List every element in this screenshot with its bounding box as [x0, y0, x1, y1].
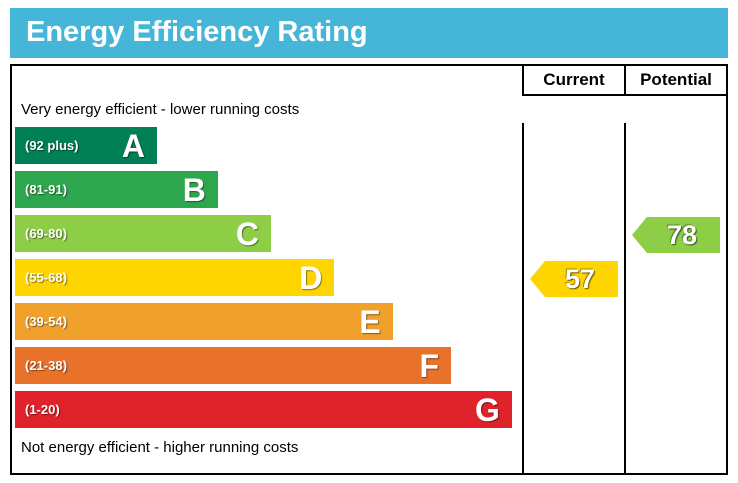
current-cell-d: 57 [522, 255, 624, 299]
band-range-label-c: (69-80) [25, 226, 67, 241]
current-rating-arrow: 57 [530, 261, 618, 297]
potential-column-spacer [624, 431, 726, 473]
current-column-spacer [522, 431, 624, 473]
band-letter-c: C [235, 215, 260, 252]
current-column-header: Current [522, 66, 624, 96]
band-row-c: (69-80) C 78 [12, 211, 726, 255]
potential-cell-c: 78 [624, 211, 726, 255]
band-bar-a: (92 plus) A [15, 127, 157, 164]
band-cell-g: (1-20) G [12, 387, 522, 431]
current-cell-b [522, 167, 624, 211]
header-spacer [12, 66, 522, 96]
band-letter-e: E [359, 303, 381, 340]
current-cell-g [522, 387, 624, 431]
chart-title: Energy Efficiency Rating [10, 8, 728, 58]
current-cell-a [522, 123, 624, 167]
current-cell-e [522, 299, 624, 343]
band-cell-e: (39-54) E [12, 299, 522, 343]
band-cell-d: (55-68) D [12, 255, 522, 299]
band-letter-b: B [182, 171, 206, 208]
band-bar-g: (1-20) G [15, 391, 512, 428]
band-letter-g: G [474, 391, 500, 428]
band-cell-a: (92 plus) A [12, 123, 522, 167]
band-range-label-f: (21-38) [25, 358, 67, 373]
potential-column-header: Potential [624, 66, 726, 96]
band-row-f: (21-38) F [12, 343, 726, 387]
band-range-label-g: (1-20) [25, 402, 60, 417]
band-row-e: (39-54) E [12, 299, 726, 343]
current-cell-c [522, 211, 624, 255]
band-letter-a: A [121, 127, 145, 164]
caption-top: Very energy efficient - lower running co… [21, 100, 300, 118]
column-header-row: Current Potential [12, 66, 726, 96]
band-cell-b: (81-91) B [12, 167, 522, 211]
band-row-g: (1-20) G [12, 387, 726, 431]
band-row-a: (92 plus) A [12, 123, 726, 167]
band-row-b: (81-91) B [12, 167, 726, 211]
band-rows: (92 plus) A (81-91) B (69-80) C 78 (55-68) D 57 (3… [12, 123, 726, 431]
caption-top-row: Very energy efficient - lower running co… [12, 96, 726, 123]
potential-cell-e [624, 299, 726, 343]
caption-bottom: Not energy efficient - higher running co… [21, 439, 299, 456]
band-letter-d: D [299, 259, 323, 296]
potential-cell-f [624, 343, 726, 387]
potential-cell-g [624, 387, 726, 431]
current-cell-f [522, 343, 624, 387]
caption-bottom-row: Not energy efficient - higher running co… [12, 431, 726, 473]
band-row-d: (55-68) D 57 [12, 255, 726, 299]
band-bar-e: (39-54) E [15, 303, 393, 340]
band-bar-c: (69-80) C [15, 215, 272, 252]
band-bar-b: (81-91) B [15, 171, 218, 208]
band-cell-f: (21-38) F [12, 343, 522, 387]
potential-cell-a [624, 123, 726, 167]
potential-cell-b [624, 167, 726, 211]
band-range-label-d: (55-68) [25, 270, 67, 285]
band-range-label-a: (92 plus) [25, 138, 79, 153]
potential-rating-arrow: 78 [632, 217, 720, 253]
energy-efficiency-chart: Current Potential Very energy efficient … [10, 64, 728, 475]
band-bar-d: (55-68) D [15, 259, 335, 296]
band-cell-c: (69-80) C [12, 211, 522, 255]
potential-cell-d [624, 255, 726, 299]
band-letter-f: F [419, 347, 440, 384]
band-bar-f: (21-38) F [15, 347, 452, 384]
band-range-label-b: (81-91) [25, 182, 67, 197]
band-range-label-e: (39-54) [25, 314, 67, 329]
